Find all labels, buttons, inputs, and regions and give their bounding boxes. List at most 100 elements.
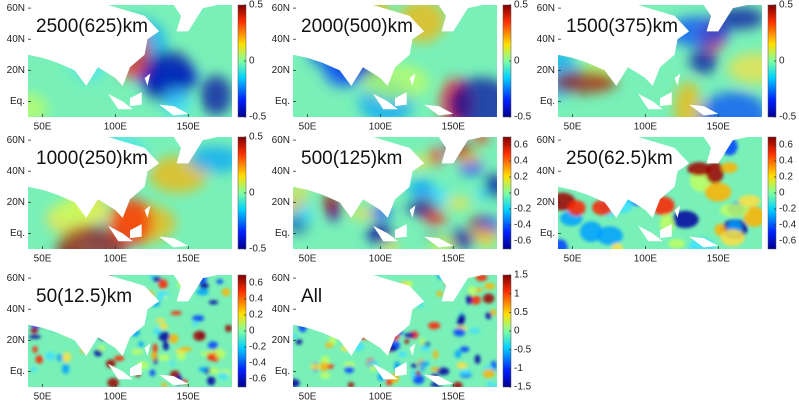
colorbar-label: 0 — [779, 56, 785, 67]
land — [689, 236, 719, 248]
field-blob — [169, 361, 175, 366]
lat-label: 40N — [537, 34, 555, 45]
field-blob — [158, 354, 170, 361]
field-blob — [114, 355, 125, 362]
field-blob — [320, 362, 328, 372]
land — [660, 224, 672, 239]
lat-label: 20N — [7, 335, 25, 346]
colorbar-label: 0 — [249, 326, 255, 337]
field-blob — [225, 324, 232, 333]
field-blob — [294, 204, 313, 225]
field-blob — [428, 322, 441, 330]
map-field — [28, 275, 232, 387]
lat-label: 60N — [272, 135, 290, 146]
land — [130, 362, 142, 377]
land — [144, 205, 151, 218]
field-blob — [295, 338, 303, 345]
field-blob — [158, 331, 170, 342]
field-blob — [743, 206, 762, 227]
colorbar-label: 0 — [249, 56, 255, 67]
land — [130, 92, 142, 107]
panel: All Eq. 20N 40N 60N 50E 100E 150E -1.5 -1 -0.5 0 0.5… — [272, 270, 532, 403]
field-blob — [163, 295, 169, 300]
lat-label: 20N — [537, 65, 555, 76]
field-blob — [425, 213, 448, 225]
panel: 50(12.5)km Eq. 20N 40N 60N 50E 100E 150E -0.6 -0.… — [7, 273, 267, 403]
colorbar-label: 0.5 — [249, 0, 263, 11]
panel-title: 2500(625)km — [36, 16, 148, 37]
colorbar-label: -0.4 — [514, 220, 532, 231]
field-blob — [404, 332, 415, 338]
land — [144, 73, 151, 86]
field-blob — [738, 195, 761, 207]
field-blob — [155, 318, 166, 323]
lon-label: 50E — [564, 122, 582, 133]
field-blob — [579, 221, 603, 243]
field-blob — [158, 279, 168, 290]
land — [173, 5, 218, 32]
colorbar-label: 0 — [514, 188, 520, 199]
colorbar-label: 0 — [779, 188, 785, 199]
field-blob — [208, 367, 220, 374]
land — [159, 104, 189, 116]
colorbar-label: 0.2 — [779, 172, 793, 183]
lon-label: 150E — [442, 122, 466, 133]
field-blob — [412, 374, 425, 385]
colorbar-label: -1.5 — [514, 382, 532, 393]
lat-label: Eq. — [10, 366, 25, 377]
map-field — [558, 5, 762, 117]
field-blob — [344, 366, 354, 374]
lat-label: Eq. — [10, 96, 25, 107]
land — [159, 374, 189, 386]
field-blob — [324, 342, 334, 348]
colorbar-label: -0.6 — [514, 236, 532, 247]
field-blob — [453, 328, 466, 337]
land — [409, 205, 416, 218]
land — [438, 137, 483, 164]
field-blob — [152, 276, 161, 282]
field-blob — [62, 352, 72, 363]
land — [293, 5, 425, 86]
field-blob — [687, 162, 711, 176]
field-blob — [293, 378, 300, 387]
field-blob — [721, 162, 738, 174]
field-blob — [56, 225, 127, 249]
land — [108, 363, 133, 380]
colorbar-label: 0.5 — [514, 307, 528, 318]
land — [373, 93, 398, 110]
field-blob — [161, 382, 168, 387]
field-blob — [157, 290, 170, 301]
field-blob — [482, 368, 495, 379]
land — [424, 236, 454, 248]
land — [28, 275, 160, 356]
land — [373, 363, 398, 380]
lat-label: 40N — [7, 34, 25, 45]
colorbar-label: 0.4 — [514, 156, 528, 167]
field-blob — [107, 377, 119, 387]
field-blob — [433, 349, 439, 359]
colorbar-label: -0.6 — [779, 236, 797, 247]
land — [424, 104, 454, 116]
field-blob — [170, 311, 183, 316]
field-blob — [221, 288, 231, 297]
field-blob — [720, 229, 745, 247]
colorbar-label: -0.5 — [514, 112, 532, 123]
lon-label: 150E — [177, 122, 201, 133]
land — [638, 225, 663, 242]
field-blob — [398, 351, 408, 358]
field-blob — [131, 348, 143, 355]
lat-label: 20N — [272, 197, 290, 208]
colorbar-label: 0 — [514, 326, 520, 337]
lon-label: 150E — [707, 254, 731, 265]
field-blob — [475, 187, 489, 200]
field-blob — [319, 372, 331, 379]
lat-label: 60N — [7, 135, 25, 146]
colorbar-label: -0.5 — [249, 112, 267, 123]
land — [28, 137, 160, 218]
panel-title: 2000(500)km — [301, 16, 413, 37]
map-field — [28, 137, 232, 249]
land — [293, 275, 425, 356]
field-blob — [35, 355, 44, 364]
field-blob — [459, 369, 472, 376]
colorbar-label: 1 — [514, 288, 520, 299]
